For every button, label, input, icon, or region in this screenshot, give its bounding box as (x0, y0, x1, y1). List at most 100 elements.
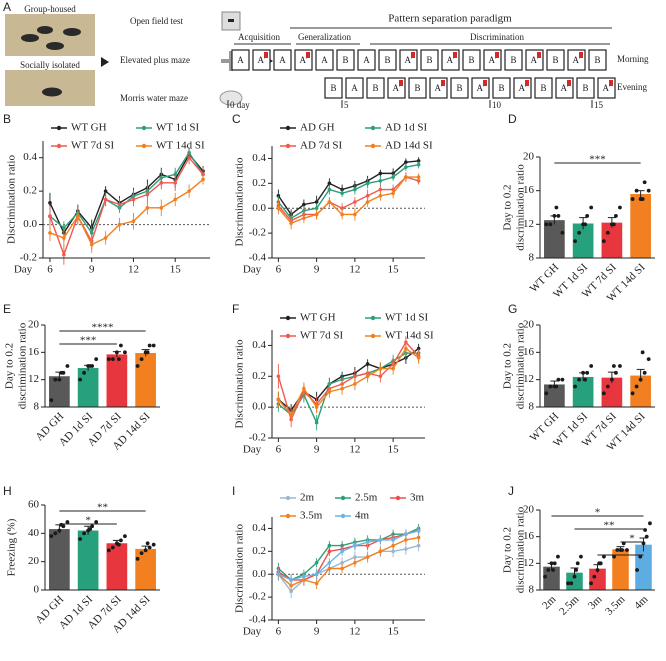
point (353, 560, 357, 565)
x-tick-label: 15 (388, 444, 400, 456)
data-point (585, 214, 590, 218)
panel-letter: F (232, 302, 239, 316)
data-point (646, 357, 651, 362)
legend-label: 2m (300, 492, 315, 504)
data-point (53, 531, 58, 536)
point (416, 535, 421, 540)
series-line (49, 178, 204, 246)
day-label: 10 (492, 100, 502, 110)
y-tick-label: 20 (523, 151, 535, 163)
panel-letter: D (508, 112, 517, 126)
point (340, 191, 344, 196)
y-axis-label: Day to 0.2 (4, 343, 16, 389)
phase-label: Generalization (298, 32, 351, 42)
data-point (151, 343, 156, 348)
box-label: A' (299, 55, 307, 65)
legend-marker (56, 143, 62, 149)
legend-label: AD 7d SI (300, 140, 343, 152)
data-point (644, 534, 649, 539)
legend-marker (56, 125, 62, 131)
data-point (548, 384, 553, 389)
data-point (569, 581, 574, 586)
box-label: B (372, 83, 378, 93)
flag-icon (567, 80, 571, 86)
data-point (548, 222, 553, 227)
x-axis-label: Day (243, 626, 262, 638)
point (327, 181, 332, 186)
bar (601, 377, 623, 407)
x-tick-label: 12 (349, 444, 360, 456)
data-point (65, 520, 70, 524)
data-point (560, 377, 565, 382)
point (314, 212, 319, 217)
point (159, 180, 164, 185)
y-tick-label: 0.2 (252, 370, 266, 382)
data-point (123, 534, 127, 539)
point (276, 206, 281, 211)
data-point (53, 377, 58, 382)
point (391, 543, 395, 548)
point (327, 549, 332, 554)
legend-marker (285, 513, 291, 519)
point (365, 200, 370, 204)
data-point (57, 528, 62, 533)
data-point (640, 197, 645, 201)
y-tick-label: 20 (28, 555, 40, 567)
bar (630, 375, 651, 407)
point (314, 581, 319, 586)
legend-marker (285, 315, 291, 321)
data-point (602, 554, 606, 559)
test-label: Open field test (130, 16, 183, 26)
data-point (605, 230, 610, 235)
data-point (589, 205, 594, 210)
y-tick-label: -0.4 (249, 614, 267, 626)
data-point (110, 545, 115, 550)
y-axis-label: Discrimination ratio (234, 339, 246, 428)
point (103, 189, 108, 193)
significance-label: * (85, 515, 91, 527)
test-icon (228, 19, 234, 22)
legend-label: AD GH (300, 122, 335, 134)
data-point (634, 188, 639, 193)
data-point (646, 188, 651, 193)
y-tick-label: 12 (523, 373, 534, 385)
box-label: B (468, 55, 474, 65)
data-point (611, 364, 616, 368)
housing-label: Socially isolated (20, 60, 80, 70)
series-line (277, 176, 419, 224)
y-axis-label: Discrimination ratio (234, 524, 246, 613)
y-tick-label: 0 (34, 584, 40, 596)
point (131, 197, 136, 202)
point (131, 219, 136, 224)
point (404, 547, 408, 551)
point (378, 366, 383, 371)
paradigm-label: Pattern separation paradigm (388, 13, 512, 25)
box-label: B (384, 55, 390, 65)
point (365, 555, 370, 559)
x-tick-label: 15 (388, 264, 400, 276)
point (340, 549, 344, 554)
point (327, 566, 332, 571)
point (327, 200, 332, 204)
point (145, 192, 150, 197)
point (404, 346, 408, 351)
data-point (552, 214, 557, 218)
point (340, 206, 344, 211)
y-tick-label: -0.2 (249, 432, 266, 444)
box-label: A (363, 55, 370, 65)
point (404, 538, 408, 542)
day-label: 0 day (230, 100, 250, 110)
session-box (420, 49, 439, 71)
data-point (123, 350, 127, 355)
x-tick-label: 9 (314, 264, 320, 276)
point (276, 397, 281, 402)
point (327, 543, 332, 548)
legend-label: WT GH (71, 122, 107, 134)
point (289, 221, 293, 225)
data-point (577, 377, 581, 382)
x-axis-label: Day (14, 264, 33, 276)
data-point (583, 222, 588, 227)
data-point (614, 214, 618, 218)
point (48, 214, 52, 219)
